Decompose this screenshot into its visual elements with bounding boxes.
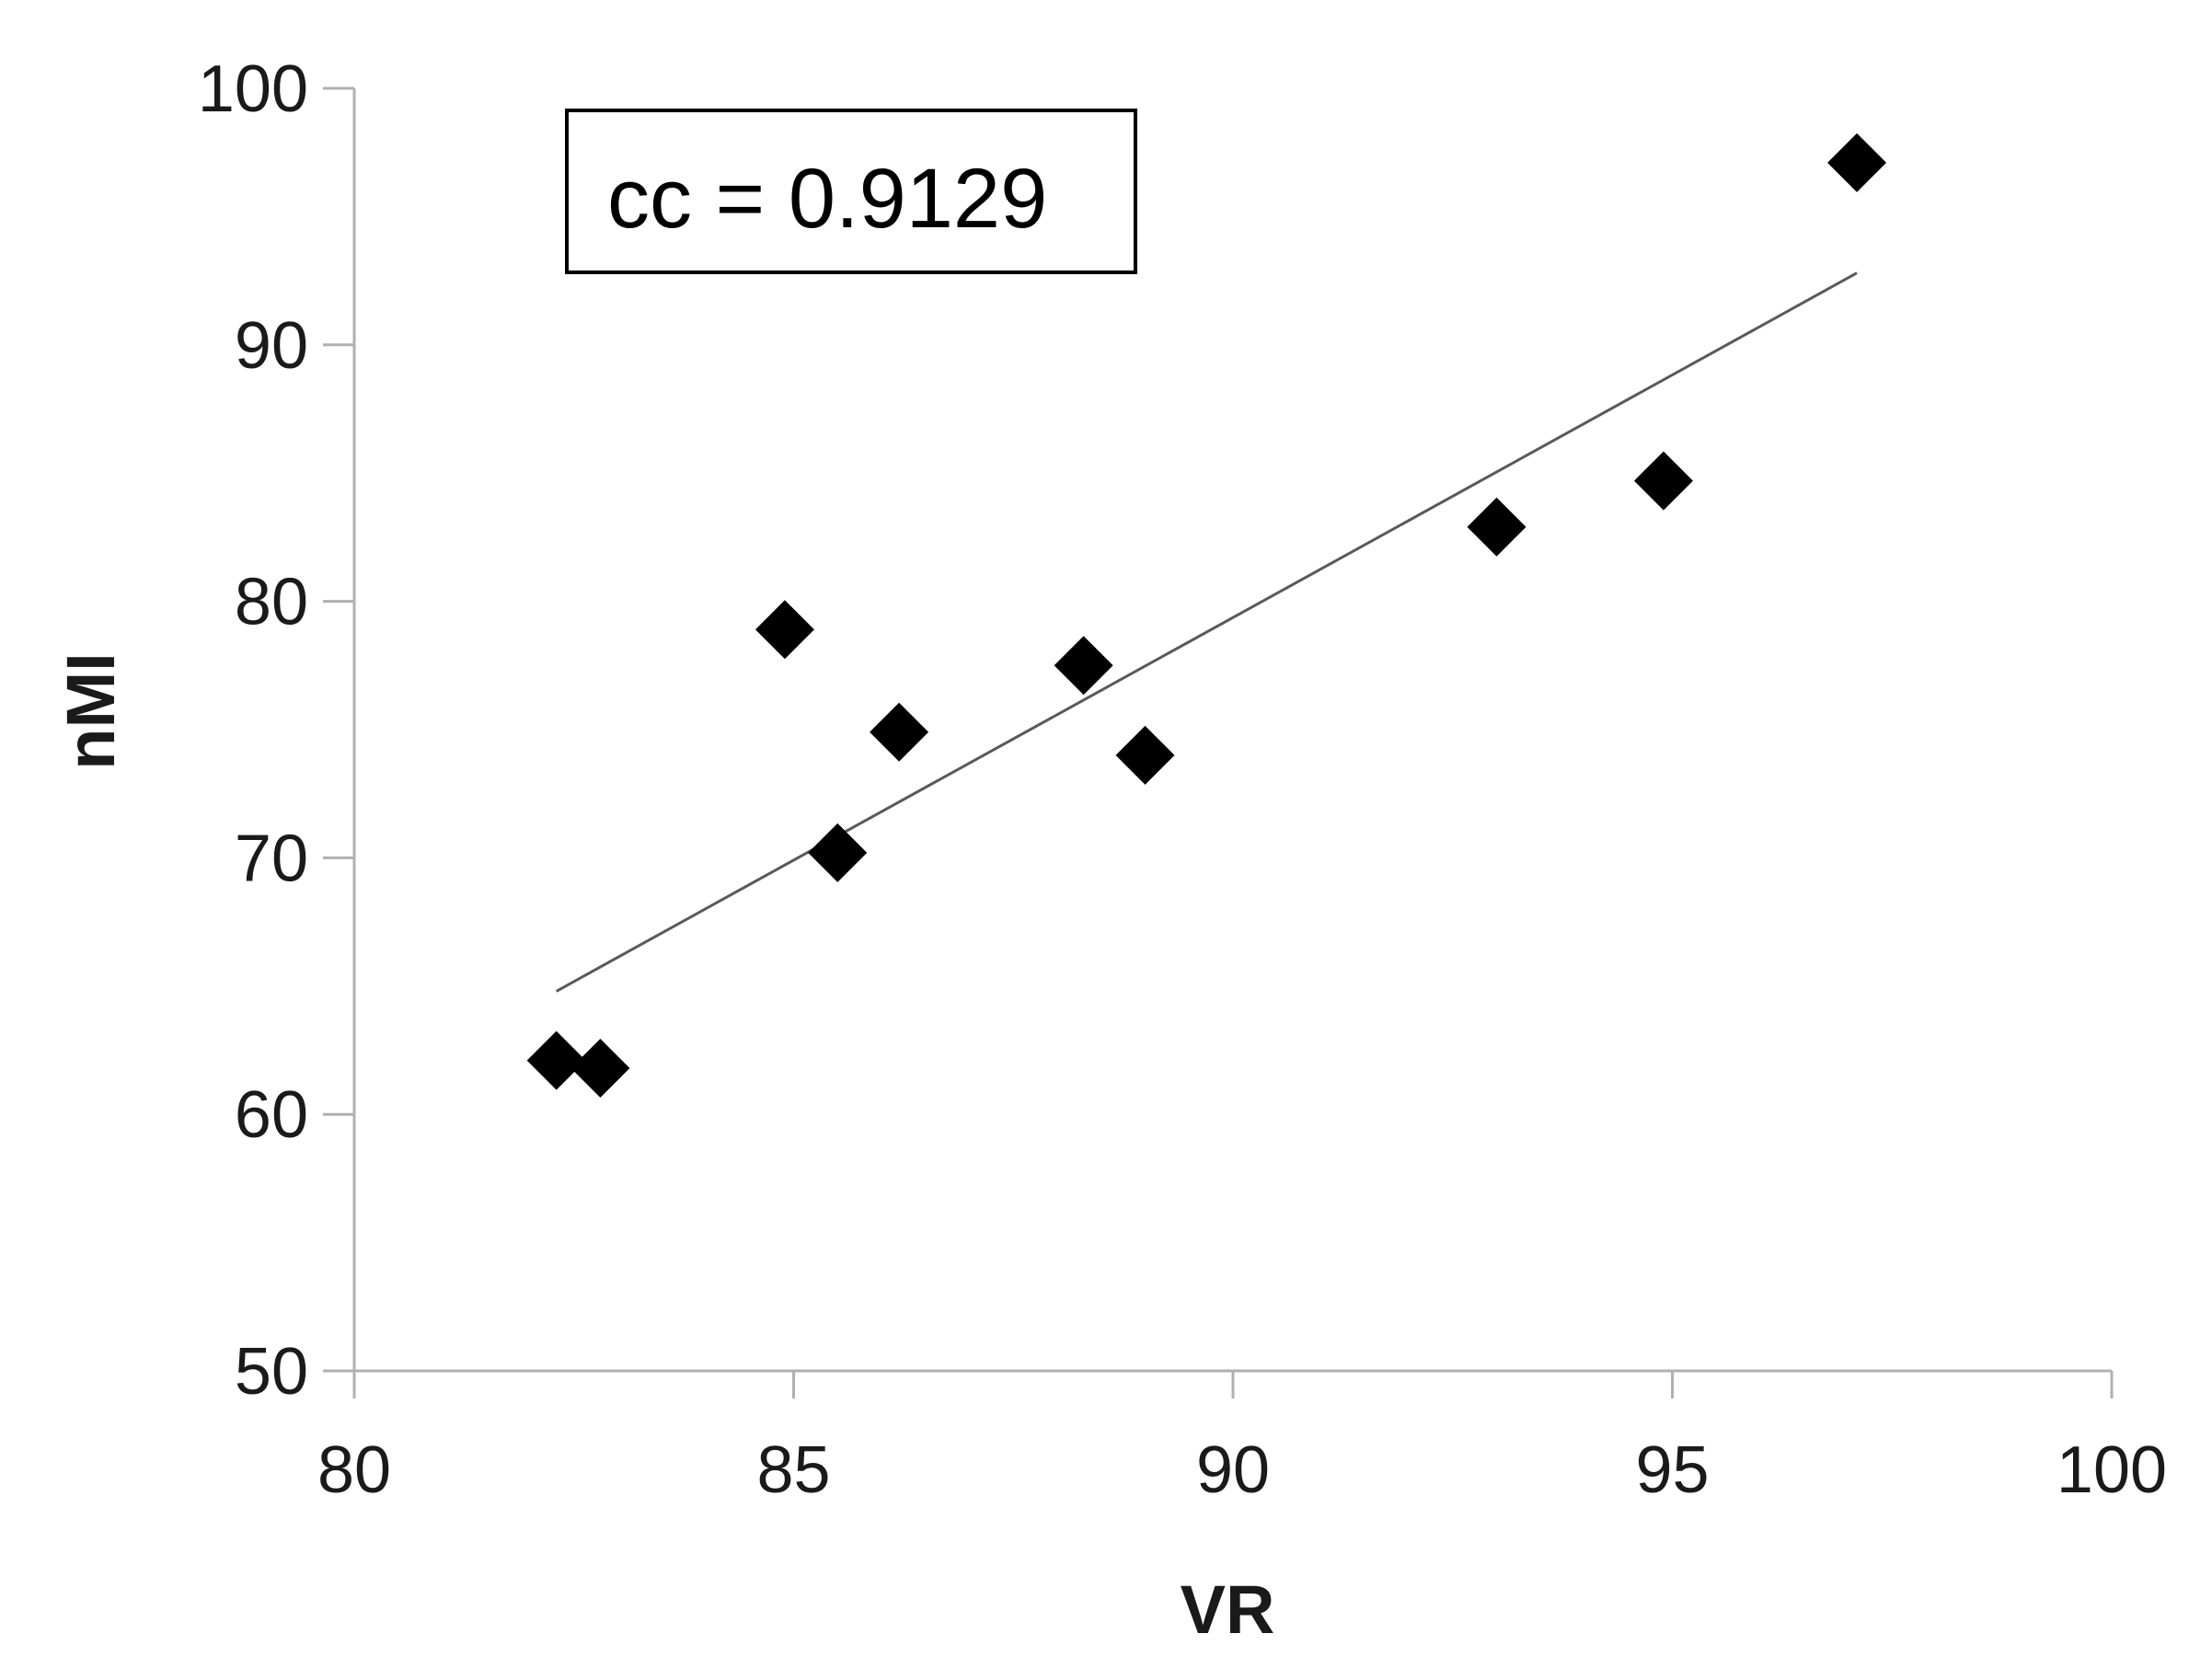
y-tick-label: 90 xyxy=(235,309,308,383)
data-points xyxy=(526,132,1887,1099)
data-point xyxy=(1115,725,1175,785)
x-tick-label: 80 xyxy=(317,1433,391,1507)
y-tick-label: 100 xyxy=(198,52,308,126)
x-axis-ticks: 80 85 90 95 100 xyxy=(317,1371,2167,1507)
y-tick-label: 50 xyxy=(235,1335,308,1409)
trendline xyxy=(555,271,1858,993)
data-point xyxy=(1467,497,1527,557)
data-point xyxy=(870,702,929,762)
data-point xyxy=(808,823,868,882)
y-tick-label: 80 xyxy=(235,566,308,639)
correlation-annotation: cc = 0.9129 xyxy=(565,109,1137,274)
trendline-group xyxy=(555,271,1858,993)
y-tick-label: 70 xyxy=(235,822,308,895)
y-axis-title: nMI xyxy=(52,652,129,769)
data-point xyxy=(1633,451,1693,511)
data-point xyxy=(1054,636,1113,696)
data-point xyxy=(570,1039,630,1099)
annotation-box xyxy=(565,109,1137,274)
x-tick-label: 85 xyxy=(756,1433,830,1507)
x-tick-label: 90 xyxy=(1196,1433,1270,1507)
data-point xyxy=(1827,132,1887,192)
x-tick-label: 100 xyxy=(2056,1433,2167,1507)
annotation-text: cc = 0.9129 xyxy=(607,152,1047,246)
axes xyxy=(352,88,2112,1373)
x-axis-title: VR xyxy=(1181,1571,1275,1648)
data-point xyxy=(526,1030,586,1090)
y-tick-label: 60 xyxy=(235,1078,308,1152)
y-axis-ticks: 50 60 70 80 90 100 xyxy=(198,52,354,1409)
x-tick-label: 95 xyxy=(1635,1433,1709,1507)
data-point xyxy=(755,600,814,660)
